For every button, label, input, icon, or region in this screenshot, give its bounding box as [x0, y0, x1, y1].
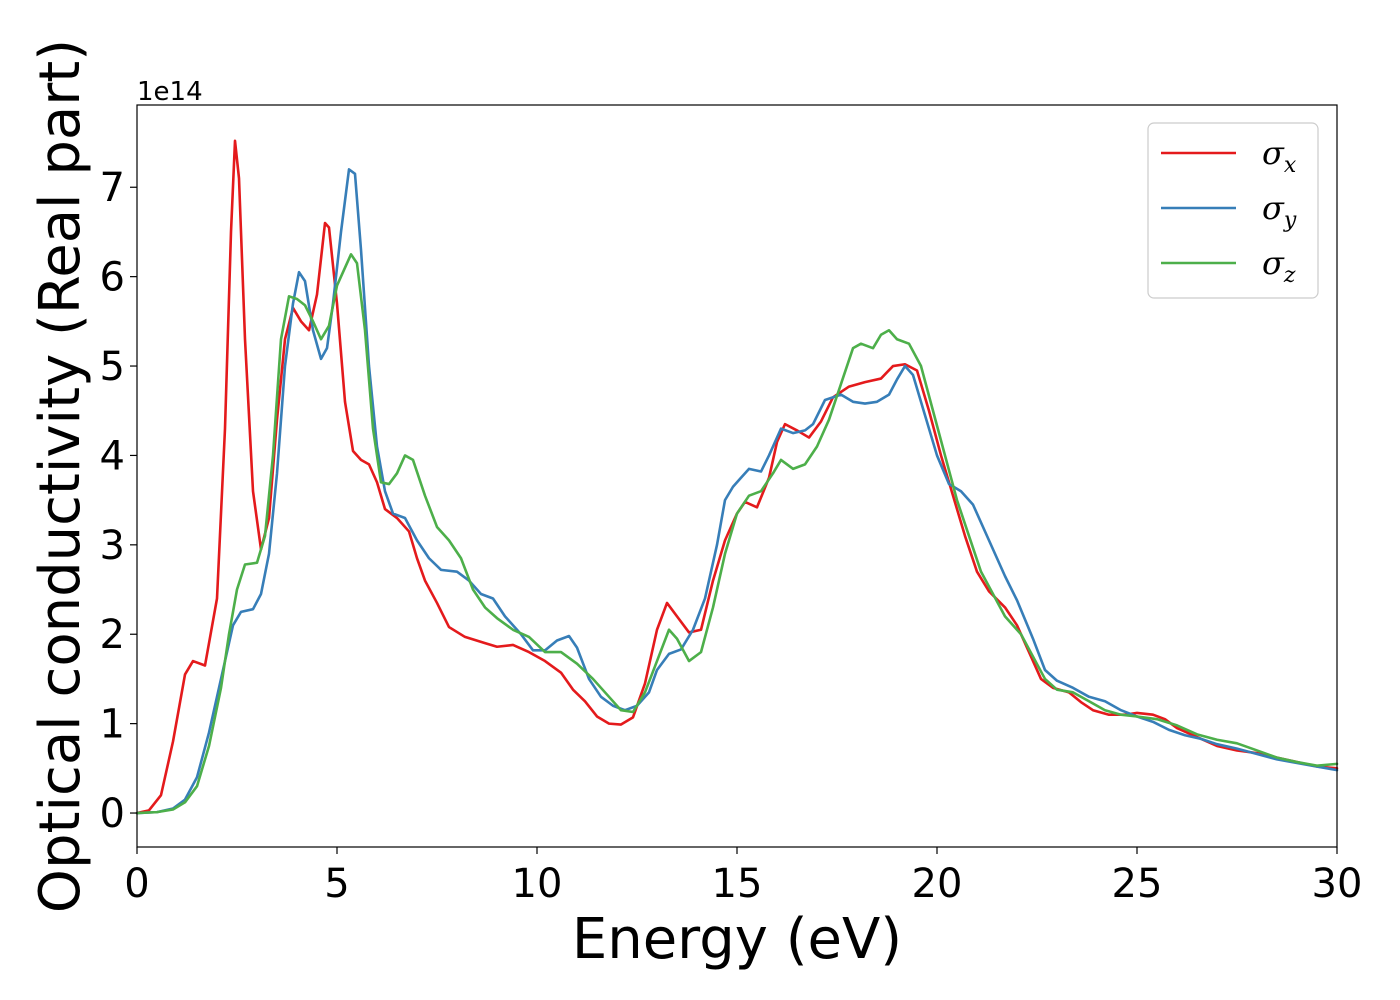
legend-label-y: σy [1262, 189, 1297, 233]
series-layer [135, 139, 1339, 815]
y-tick-label: 1 [100, 702, 125, 748]
legend-label-z: σz [1262, 244, 1296, 288]
plot-background [137, 105, 1337, 847]
x-tick-label: 0 [124, 861, 149, 907]
y-tick-label: 3 [100, 523, 125, 569]
series-line-y [135, 168, 1339, 815]
series-line-z [135, 252, 1339, 815]
legend: σx σy σz [1147, 122, 1319, 299]
x-tick-label: 10 [512, 861, 563, 907]
y-axis: 0 1 2 3 4 5 6 7 [100, 165, 137, 837]
y-axis-title: Optical conductivity (Real part) [28, 39, 93, 913]
y-tick-label: 6 [100, 255, 125, 301]
x-tick-label: 5 [324, 861, 349, 907]
y-tick-label: 5 [100, 344, 125, 390]
x-tick-label: 15 [712, 861, 763, 907]
x-axis: 0 5 10 15 20 25 30 [124, 847, 1362, 907]
y-tick-label: 7 [100, 165, 125, 211]
y-offset-label: 1e14 [137, 77, 203, 107]
x-tick-label: 25 [1112, 861, 1163, 907]
x-axis-title: Energy (eV) [572, 907, 902, 972]
legend-box [1147, 122, 1319, 299]
y-tick-label: 4 [100, 433, 125, 479]
x-tick-label: 30 [1312, 861, 1363, 907]
x-tick-label: 20 [912, 861, 963, 907]
y-tick-label: 2 [100, 612, 125, 658]
y-tick-label: 0 [100, 791, 125, 837]
legend-label-x: σx [1262, 134, 1297, 178]
